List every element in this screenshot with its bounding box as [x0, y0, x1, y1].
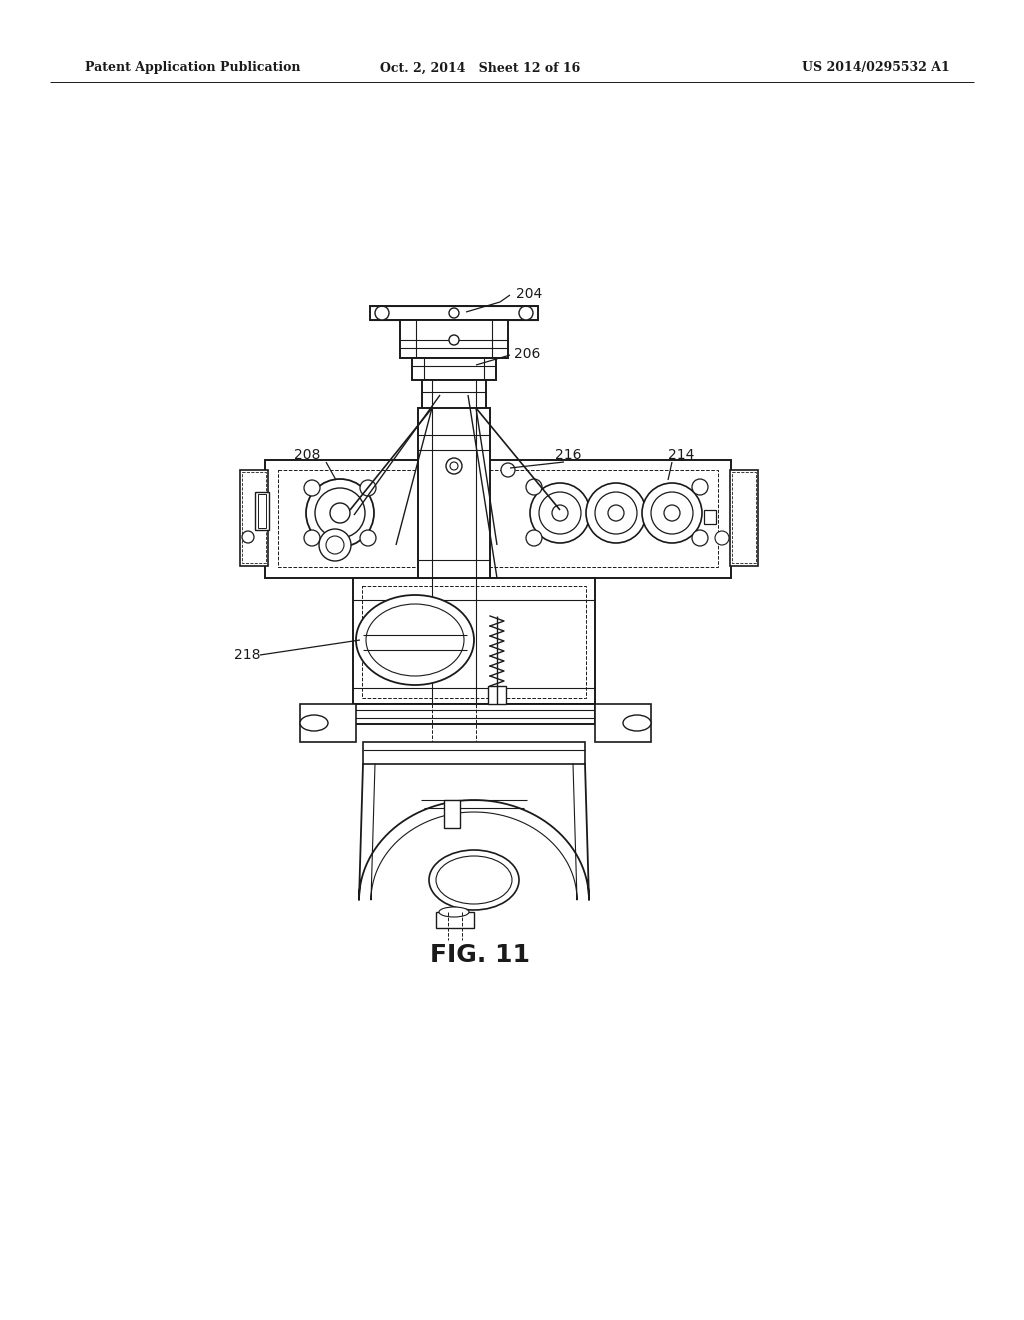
- Circle shape: [242, 531, 254, 543]
- Circle shape: [501, 463, 515, 477]
- Circle shape: [526, 531, 542, 546]
- Bar: [595, 704, 651, 742]
- Text: Oct. 2, 2014   Sheet 12 of 16: Oct. 2, 2014 Sheet 12 of 16: [380, 62, 581, 74]
- Bar: [370, 306, 538, 319]
- Circle shape: [539, 492, 581, 535]
- Bar: [412, 358, 496, 380]
- Circle shape: [360, 480, 376, 496]
- Text: 204: 204: [516, 286, 543, 301]
- Circle shape: [450, 462, 458, 470]
- Bar: [353, 704, 595, 723]
- Circle shape: [586, 483, 646, 543]
- Circle shape: [530, 483, 590, 543]
- Ellipse shape: [356, 595, 474, 685]
- Circle shape: [330, 503, 350, 523]
- Bar: [730, 470, 758, 566]
- Text: 216: 216: [555, 447, 582, 462]
- Bar: [418, 408, 490, 578]
- Circle shape: [692, 479, 708, 495]
- Circle shape: [664, 506, 680, 521]
- Ellipse shape: [429, 850, 519, 909]
- Text: 214: 214: [668, 447, 694, 462]
- Circle shape: [375, 306, 389, 319]
- Circle shape: [519, 306, 534, 319]
- Bar: [444, 800, 460, 828]
- Circle shape: [360, 531, 376, 546]
- Circle shape: [449, 335, 459, 345]
- Circle shape: [319, 529, 351, 561]
- Circle shape: [446, 458, 462, 474]
- Circle shape: [315, 488, 365, 539]
- Circle shape: [715, 531, 729, 545]
- Ellipse shape: [300, 715, 328, 731]
- Circle shape: [692, 531, 708, 546]
- Circle shape: [326, 536, 344, 554]
- Text: US 2014/0295532 A1: US 2014/0295532 A1: [802, 62, 950, 74]
- Bar: [488, 686, 506, 704]
- Bar: [258, 494, 266, 528]
- Text: Patent Application Publication: Patent Application Publication: [85, 62, 300, 74]
- Bar: [240, 470, 268, 566]
- Text: 218: 218: [234, 648, 260, 663]
- Ellipse shape: [439, 907, 469, 917]
- Bar: [705, 510, 716, 524]
- Text: 206: 206: [514, 347, 541, 360]
- Bar: [422, 380, 486, 411]
- Bar: [400, 319, 508, 358]
- Ellipse shape: [623, 715, 651, 731]
- Bar: [353, 578, 595, 704]
- Circle shape: [651, 492, 693, 535]
- Circle shape: [449, 308, 459, 318]
- Circle shape: [304, 480, 319, 496]
- Text: FIG. 11: FIG. 11: [430, 942, 530, 968]
- Circle shape: [608, 506, 624, 521]
- Bar: [278, 470, 718, 568]
- Bar: [300, 704, 356, 742]
- Bar: [732, 473, 756, 564]
- Bar: [265, 459, 731, 578]
- Circle shape: [304, 531, 319, 546]
- Bar: [436, 912, 474, 928]
- Bar: [255, 492, 269, 531]
- Bar: [362, 586, 586, 698]
- Bar: [362, 742, 585, 764]
- Bar: [242, 473, 266, 564]
- Text: 208: 208: [294, 447, 321, 462]
- Circle shape: [642, 483, 702, 543]
- Circle shape: [552, 506, 568, 521]
- Circle shape: [595, 492, 637, 535]
- Circle shape: [526, 479, 542, 495]
- Circle shape: [306, 479, 374, 546]
